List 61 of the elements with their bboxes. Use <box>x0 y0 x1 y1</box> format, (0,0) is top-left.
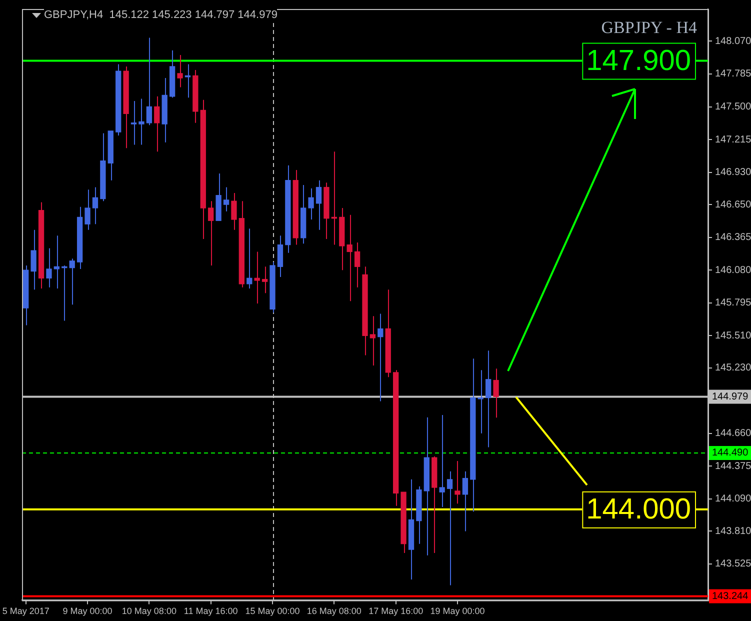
x-tick-label: 10 May 08:00 <box>122 606 176 616</box>
y-tick-label: 143.810 <box>715 526 751 537</box>
candlestick <box>493 368 499 418</box>
x-tick-label: 11 May 16:00 <box>184 606 238 616</box>
candlestick <box>354 242 360 288</box>
y-tick-label: 145.230 <box>715 362 751 374</box>
y-tick-label: 147.215 <box>715 134 751 146</box>
candlestick <box>84 189 90 230</box>
candlestick <box>92 186 98 225</box>
y-tick-label: 146.365 <box>715 232 751 244</box>
y-tick-label: 146.650 <box>715 199 751 210</box>
candlestick <box>485 350 492 448</box>
candlestick <box>454 460 460 504</box>
ref-line-label: 144.979 <box>712 391 749 402</box>
candlestick <box>439 414 445 508</box>
candlestick <box>146 37 152 126</box>
candlestick <box>30 229 36 290</box>
y-tick-label: 146.080 <box>715 264 751 276</box>
candlestick <box>246 228 252 289</box>
y-tick-label: 144.375 <box>715 460 751 472</box>
y-tick-label: 148.070 <box>715 36 751 47</box>
candlestick <box>462 470 468 532</box>
x-tick-label: 17 May 16:00 <box>368 606 424 616</box>
y-tick-label: 144.090 <box>715 494 751 505</box>
candlestick <box>177 54 183 88</box>
x-tick-label: 16 May 08:00 <box>306 606 362 616</box>
candlestick <box>262 266 268 294</box>
candlestick <box>277 235 284 278</box>
y-tick-label: 144.660 <box>715 428 751 440</box>
candlestick <box>138 98 144 146</box>
candlestick <box>46 248 52 288</box>
y-tick-label: 145.510 <box>715 330 751 342</box>
candlestick <box>130 100 137 146</box>
candlestick <box>316 180 322 230</box>
x-tick-label: 19 May 00:00 <box>430 606 485 616</box>
ref-line-label: 143.244 <box>712 591 749 602</box>
y-tick-label: 145.795 <box>715 298 751 309</box>
x-tick-label: 15 May 00:00 <box>245 606 300 616</box>
ref-line-label: 144.490 <box>712 448 749 459</box>
annotation: 144.000 <box>586 493 691 526</box>
text: GBPJPY - H4 <box>601 18 697 38</box>
x-tick-label: 9 May 00:00 <box>62 606 112 616</box>
candlestick <box>231 192 237 230</box>
candlestick <box>54 235 60 289</box>
candlestick <box>254 251 260 304</box>
chart-title: GBPJPY,H4 145.122 145.223 144.797 144.979 <box>44 9 278 21</box>
candlestick <box>346 214 352 302</box>
y-tick-label: 146.930 <box>715 167 751 178</box>
y-tick-label: 147.500 <box>715 102 751 113</box>
candlestick <box>154 96 160 152</box>
annotation: 147.900 <box>586 44 691 77</box>
candlestick <box>378 313 384 402</box>
x-tick-label: 5 May 2017 <box>2 606 50 616</box>
candlestick <box>223 186 230 212</box>
candlestick <box>370 316 376 366</box>
candlestick <box>446 470 453 586</box>
candlestick <box>69 258 75 306</box>
y-tick-label: 143.525 <box>715 558 751 570</box>
y-tick-label: 147.785 <box>715 68 751 80</box>
candlestick <box>208 200 214 266</box>
candlestick <box>308 188 314 220</box>
